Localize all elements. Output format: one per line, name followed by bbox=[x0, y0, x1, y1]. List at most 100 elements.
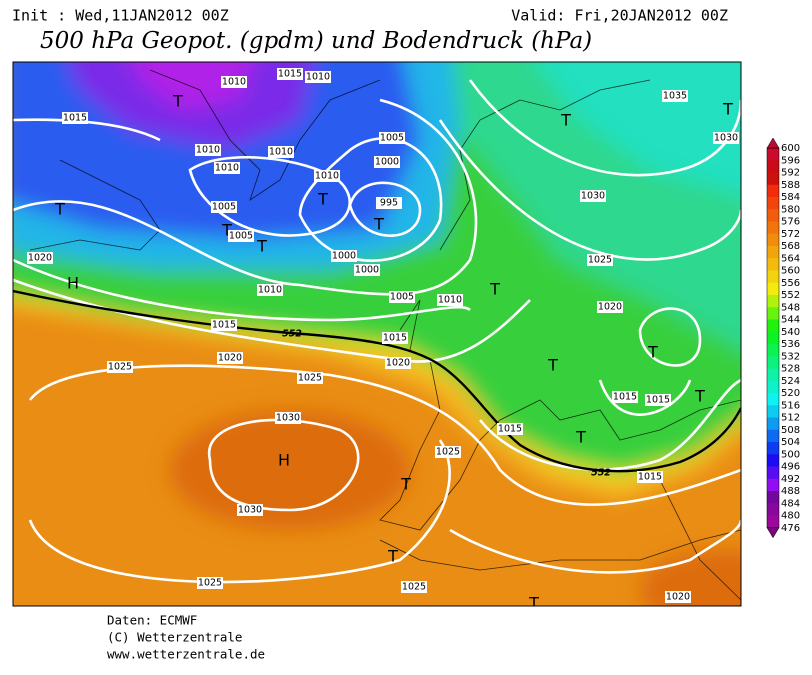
pressure-system: T bbox=[489, 280, 500, 299]
isobar-label-bg bbox=[637, 471, 663, 483]
colorbar-label: 508 bbox=[781, 425, 800, 436]
colorbar: 6005965925885845805765725685645605565525… bbox=[766, 137, 800, 539]
pressure-system: T bbox=[547, 356, 558, 375]
field: 1015 1010 1015 1010 1010 1010 1010 1005 1005 1010… bbox=[13, 62, 741, 606]
colorbar-band bbox=[767, 172, 779, 186]
isobar-label: 1015 bbox=[278, 69, 302, 80]
isobar-label-bg bbox=[612, 391, 638, 403]
isobar-label: 1010 bbox=[315, 171, 339, 182]
isobar-label: 1030 bbox=[238, 505, 262, 516]
colorbar-band bbox=[767, 356, 779, 369]
colorbar-band bbox=[767, 148, 779, 161]
isobar-label: 1020 bbox=[218, 353, 242, 364]
colorbar-band bbox=[767, 160, 779, 173]
contour-label: 552 bbox=[591, 468, 611, 479]
colorbar-tip bbox=[766, 527, 780, 539]
isobar-label: 1010 bbox=[438, 295, 462, 306]
contour-552 bbox=[13, 289, 741, 473]
isobar-label-bg bbox=[385, 357, 411, 369]
colorbar-band bbox=[767, 221, 779, 235]
isobar-label-bg bbox=[305, 71, 331, 83]
colorbar-band bbox=[767, 466, 779, 480]
colorbar-label: 500 bbox=[781, 449, 800, 460]
pressure-system: T bbox=[400, 475, 411, 494]
pressure-system: T bbox=[172, 92, 183, 111]
map-title: 500 hPa Geopot. (gpdm) und Bodendruck (h… bbox=[40, 28, 592, 54]
colorbar-label: 524 bbox=[781, 376, 800, 387]
isobar-label-bg bbox=[435, 446, 461, 458]
isobar-label: 1035 bbox=[663, 91, 687, 102]
colorbar-label: 596 bbox=[781, 155, 800, 166]
colorbar-band bbox=[767, 442, 779, 455]
isobar-label: 1015 bbox=[63, 113, 87, 124]
colorbar-label: 560 bbox=[781, 266, 800, 277]
isobar-label-bg bbox=[217, 352, 243, 364]
isobar-label-bg bbox=[211, 319, 237, 331]
footer-url: www.wetterzentrale.de bbox=[107, 647, 265, 662]
isobar-label: 1015 bbox=[613, 392, 637, 403]
isobar-label: 1030 bbox=[581, 191, 605, 202]
colorbar-band bbox=[767, 233, 779, 247]
isobar-label-bg bbox=[379, 132, 405, 144]
pressure-system: T bbox=[560, 111, 571, 130]
map-frame bbox=[12, 61, 742, 607]
isobar-label-bg bbox=[597, 301, 623, 313]
isobar-label: 1025 bbox=[588, 255, 612, 266]
isobar-label: 1025 bbox=[298, 373, 322, 384]
isobar-label-bg bbox=[374, 156, 400, 168]
isobar-label: 1025 bbox=[198, 578, 222, 589]
isobar-label: 1000 bbox=[375, 157, 399, 168]
colorbar-label: 564 bbox=[781, 253, 800, 264]
isobar-label-bg bbox=[277, 68, 303, 80]
isobar-label: 1010 bbox=[306, 72, 330, 83]
colorbar-band bbox=[767, 307, 779, 320]
colorbar-band bbox=[767, 319, 779, 333]
colorbar-band bbox=[767, 368, 779, 382]
colorbar-label: 584 bbox=[781, 192, 800, 203]
isobar-label-bg bbox=[376, 197, 402, 209]
colorbar-label: 600 bbox=[781, 143, 800, 154]
isobar-label-bg bbox=[228, 230, 254, 242]
valid-time: Valid: Fri,20JAN2012 00Z bbox=[511, 7, 728, 25]
colorbar-band bbox=[767, 270, 779, 284]
isobar-label: 1010 bbox=[196, 145, 220, 156]
isobar-label-bg bbox=[27, 252, 53, 264]
isobar-label: 1025 bbox=[402, 582, 426, 593]
colorbar-label: 492 bbox=[781, 474, 800, 485]
isobar-label-bg bbox=[713, 132, 739, 144]
isobar-label-bg bbox=[314, 170, 340, 182]
isobar-label: 1015 bbox=[646, 395, 670, 406]
pressure-system: T bbox=[387, 547, 398, 566]
colorbar-label: 588 bbox=[781, 180, 800, 191]
pressure-system: T bbox=[722, 100, 733, 119]
isobar-label: 1005 bbox=[229, 231, 253, 242]
isobar-label: 1025 bbox=[108, 362, 132, 373]
isobar-label: 1010 bbox=[222, 77, 246, 88]
colorbar-band bbox=[767, 429, 779, 443]
isobar-label: 1005 bbox=[390, 292, 414, 303]
colorbar-label: 504 bbox=[781, 437, 800, 448]
colorbar-label: 592 bbox=[781, 168, 800, 179]
isobar-label: 1005 bbox=[212, 202, 236, 213]
pressure-system: T bbox=[575, 428, 586, 447]
colorbar-label: 568 bbox=[781, 241, 800, 252]
isobar-label: 1010 bbox=[215, 163, 239, 174]
isobar-label-bg bbox=[401, 581, 427, 593]
footer-source: Daten: ECMWF bbox=[107, 613, 197, 628]
init-time: Init : Wed,11JAN2012 00Z bbox=[12, 7, 229, 25]
isobar-label: 1005 bbox=[380, 133, 404, 144]
colorbar-band bbox=[767, 184, 779, 198]
colorbar-band bbox=[767, 417, 779, 431]
colorbar-band bbox=[767, 393, 779, 406]
colorbar-label: 484 bbox=[781, 498, 800, 509]
isobar-label: 1020 bbox=[666, 592, 690, 603]
isobar-label-bg bbox=[665, 591, 691, 603]
pressure-system: T bbox=[221, 221, 232, 240]
pressure-system: H bbox=[278, 451, 290, 470]
pressure-system: H bbox=[67, 274, 79, 293]
isobar-label: 1000 bbox=[332, 251, 356, 262]
isobar-label-bg bbox=[382, 332, 408, 344]
colorbar-frame bbox=[766, 147, 780, 528]
pressure-system: T bbox=[256, 237, 267, 256]
